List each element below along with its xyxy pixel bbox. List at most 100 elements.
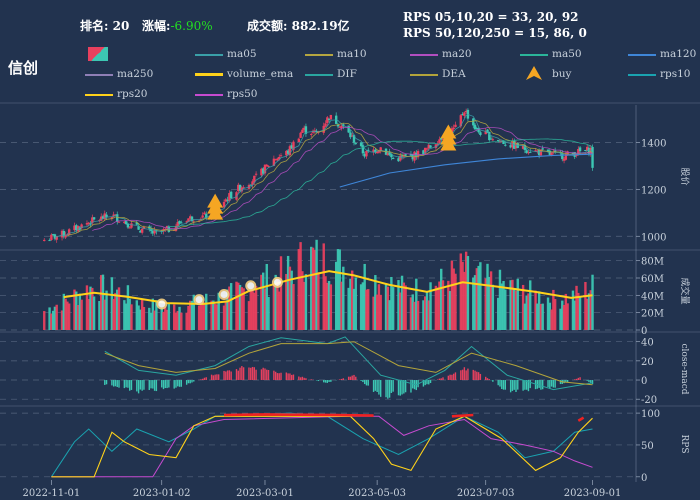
legend-label: DIF xyxy=(337,68,357,80)
volume-bar xyxy=(73,289,76,330)
candle-series xyxy=(43,108,594,243)
volume-bar xyxy=(205,293,208,330)
volume-bar xyxy=(190,300,194,330)
volume-bar xyxy=(351,270,354,330)
candle-body xyxy=(67,229,71,235)
legend-buy-icon xyxy=(526,66,542,80)
candle-body xyxy=(475,128,479,130)
volume-bar xyxy=(436,287,439,330)
candle-body xyxy=(251,181,254,185)
volume-bar xyxy=(340,281,343,330)
candle-body xyxy=(399,155,402,161)
y-axis-label: close-macd xyxy=(679,343,689,394)
candle-body xyxy=(529,151,532,153)
macd-histogram xyxy=(104,366,594,399)
y-axis-label: RPS xyxy=(679,435,689,454)
y-tick-label: 100 xyxy=(641,409,660,420)
ma10-line xyxy=(67,120,593,237)
candle-body xyxy=(235,192,238,200)
legend-label: buy xyxy=(552,68,572,80)
volume-bar xyxy=(479,262,482,330)
volume-bar xyxy=(265,263,268,330)
legend-label: ma120 xyxy=(660,48,697,60)
candle-body xyxy=(504,144,507,146)
candle-body xyxy=(472,118,475,126)
volume-bar xyxy=(135,300,139,330)
candle-body xyxy=(585,146,589,151)
candle-body xyxy=(242,187,245,189)
candle-body xyxy=(525,150,528,153)
candle-body xyxy=(425,148,429,150)
candle-body xyxy=(539,149,543,156)
volume-bar xyxy=(116,289,119,330)
volume-bar xyxy=(514,290,518,330)
candle-body xyxy=(116,214,119,222)
y-tick-label: 20 xyxy=(641,357,654,368)
volume-bar xyxy=(180,312,183,330)
volume-bar xyxy=(176,310,179,330)
volume-bar xyxy=(126,285,130,330)
volume-bar xyxy=(297,249,301,330)
candle-body xyxy=(75,225,78,231)
candle-body xyxy=(228,193,231,202)
volume-bar xyxy=(274,274,277,330)
volume-bar xyxy=(564,293,568,330)
volume-bar xyxy=(429,282,432,330)
legend-line-swatch xyxy=(305,74,333,76)
volume-bar xyxy=(566,303,569,330)
candle-body xyxy=(139,230,142,233)
y-axis-label: 成交量 xyxy=(679,277,691,304)
volume-bar xyxy=(43,311,46,330)
y-tick-label: 1200 xyxy=(641,185,666,196)
candle-body xyxy=(89,223,92,225)
y-tick-label: 1400 xyxy=(641,139,666,150)
candle-body xyxy=(388,152,391,155)
candle-body xyxy=(521,145,525,149)
candle-body xyxy=(326,117,329,123)
volume-bar xyxy=(174,312,178,330)
volume-bar xyxy=(390,276,393,330)
candle-body xyxy=(541,148,544,150)
candle-body xyxy=(304,126,308,134)
volume-bar xyxy=(224,301,228,330)
volume-bar xyxy=(477,265,480,330)
y-tick-label: 1000 xyxy=(641,232,666,243)
candle-body xyxy=(100,216,103,221)
volume-bar xyxy=(89,286,92,330)
volume-bar xyxy=(391,287,395,330)
volume-bar xyxy=(388,300,391,330)
volume-bar xyxy=(142,306,146,330)
candle-body xyxy=(224,199,228,202)
volume-bar xyxy=(199,303,203,330)
volume-bar xyxy=(155,300,158,330)
candle-body xyxy=(578,147,582,152)
legend-line-swatch xyxy=(85,74,113,76)
y-axis-label: 股价 xyxy=(679,167,690,185)
candle-body xyxy=(402,155,406,157)
change-value: -6.90% xyxy=(170,19,213,33)
volume-bar xyxy=(60,310,64,330)
volume-bar xyxy=(100,275,103,330)
candle-body xyxy=(486,129,489,133)
candle-body xyxy=(514,143,518,149)
volume-bar xyxy=(502,280,505,330)
candle-body xyxy=(51,234,55,236)
volume-bar xyxy=(491,284,495,330)
volume-bar xyxy=(162,311,165,330)
candle-body xyxy=(484,131,487,135)
volume-bar xyxy=(422,300,425,330)
volume-bar xyxy=(402,282,406,330)
volume-bar xyxy=(242,288,245,330)
volume-bar xyxy=(130,304,133,330)
legend-label: ma250 xyxy=(117,68,154,80)
volume-bar xyxy=(498,269,502,330)
volume-bar xyxy=(165,309,169,330)
candle-body xyxy=(290,145,293,149)
volume-bar xyxy=(153,310,156,330)
volume-bar xyxy=(326,282,329,330)
candle-body xyxy=(527,152,530,154)
volume-bar xyxy=(454,273,457,330)
candle-body xyxy=(324,123,327,127)
candle-body xyxy=(575,154,578,156)
volume-highlight-point xyxy=(245,280,257,292)
